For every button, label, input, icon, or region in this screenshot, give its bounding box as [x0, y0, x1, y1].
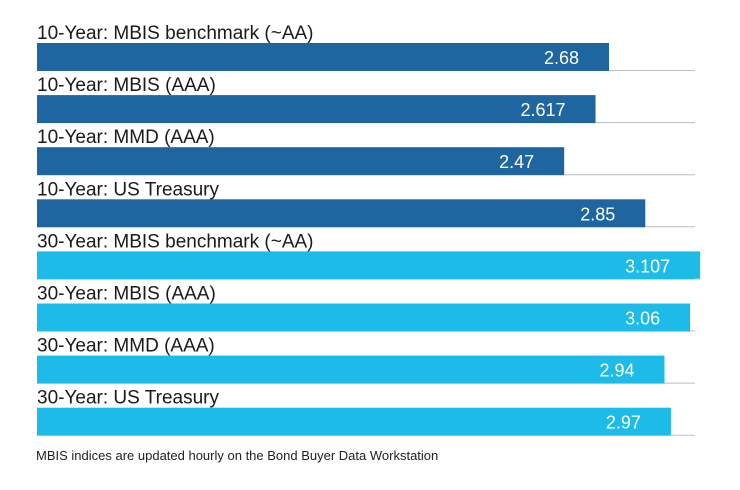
- bar: [37, 43, 610, 71]
- bar-row: 10-Year: MBIS benchmark (~AA) 2.68: [37, 23, 695, 71]
- category-label: 30-Year: MMD (AAA): [37, 336, 215, 357]
- bar: [37, 407, 671, 436]
- bar-chart: 10-Year: MBIS benchmark (~AA)2.6810-Year…: [37, 23, 701, 436]
- value-label: 2.94: [599, 361, 634, 381]
- bar: [37, 303, 691, 332]
- bar: [37, 147, 565, 176]
- bar: [37, 199, 646, 228]
- bar: [37, 355, 665, 384]
- bar-row: 30-Year: MBIS (AAA) 3.06: [37, 284, 695, 332]
- bar-row: 30-Year: MBIS benchmark (~AA) 3.107: [37, 231, 701, 280]
- bar-row: 30-Year: MMD (AAA) 2.94: [37, 336, 695, 384]
- bar: [37, 95, 596, 124]
- value-label: 2.97: [606, 413, 641, 433]
- value-label: 2.47: [499, 152, 534, 172]
- category-label: 30-Year: MBIS benchmark (~AA): [37, 231, 314, 252]
- value-label: 3.107: [625, 256, 670, 276]
- bar-row: 30-Year: US Treasury 2.97: [37, 388, 695, 436]
- value-label: 2.68: [544, 48, 579, 68]
- bar: [37, 251, 701, 280]
- footnote: MBIS indices are updated hourly on the B…: [36, 448, 439, 463]
- value-label: 2.85: [580, 204, 615, 224]
- category-label: 30-Year: MBIS (AAA): [37, 284, 216, 305]
- bar-row: 10-Year: MMD (AAA) 2.47: [37, 127, 695, 176]
- value-label: 2.617: [521, 100, 566, 120]
- category-label: 10-Year: MBIS benchmark (~AA): [37, 23, 314, 44]
- category-label: 30-Year: US Treasury: [37, 388, 219, 409]
- bar-row: 10-Year: MBIS (AAA) 2.617: [37, 75, 695, 124]
- category-label: 10-Year: MBIS (AAA): [37, 75, 216, 96]
- bar-row: 10-Year: US Treasury 2.85: [37, 179, 695, 228]
- category-label: 10-Year: MMD (AAA): [37, 127, 215, 148]
- value-label: 3.06: [625, 309, 660, 329]
- category-label: 10-Year: US Treasury: [37, 179, 219, 200]
